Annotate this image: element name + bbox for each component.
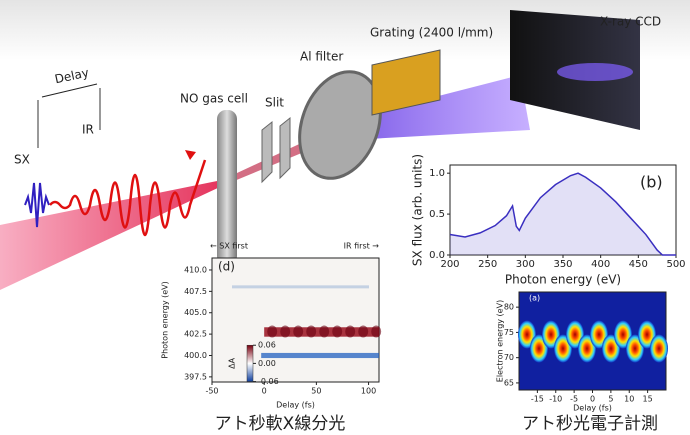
- caption: アト秒軟X線分光: [215, 414, 346, 434]
- delay-arrow: [41, 83, 98, 98]
- y-label: Photon energy (eV): [161, 281, 170, 359]
- line: [449, 172, 676, 256]
- signal: [650, 334, 668, 363]
- caption: アト秒光電子計測: [522, 414, 658, 434]
- label: Slit: [265, 96, 284, 110]
- y-tick-label: 0.5: [429, 209, 445, 220]
- y-tick-label: 1.0: [429, 168, 445, 179]
- panel-label: (b): [640, 173, 663, 192]
- colorbar-tick-label: -0.06: [258, 377, 279, 386]
- annotation: ← SX first: [210, 242, 248, 251]
- oscillation: [332, 325, 343, 338]
- panel-a: -15 -10 -5 0 5 10 15 65 70 75 80 (a) Delay (fs) Elect…: [496, 291, 668, 434]
- ccd-spot: [557, 63, 633, 81]
- label: Grating (2400 l/mm): [370, 26, 493, 40]
- colorbar-tick-label: 0.06: [258, 341, 276, 350]
- annotation: IR first →: [344, 242, 380, 251]
- y-tick-label: 397.5: [184, 372, 207, 381]
- y-label: SX flux (arb. units): [411, 154, 425, 266]
- x-tick-label: 5: [608, 395, 613, 404]
- label: Al filter: [300, 50, 343, 64]
- y-tick-label: 410.0: [184, 265, 207, 274]
- label: X-ray CCD: [600, 15, 661, 29]
- slit: [261, 120, 273, 184]
- x-tick-label: -15: [531, 395, 544, 404]
- oscillation: [293, 325, 304, 338]
- y-tick-label: 80: [504, 303, 514, 312]
- x-tick-label: 500: [666, 259, 685, 270]
- x-tick-label: 15: [643, 395, 653, 404]
- y-tick-label: 65: [504, 378, 514, 387]
- slit: [279, 116, 291, 180]
- arrow: [185, 150, 196, 160]
- x-tick-label: 300: [516, 259, 535, 270]
- oscillation: [319, 325, 330, 338]
- x-tick-label: 0: [262, 387, 267, 396]
- panel-label: (a): [529, 294, 540, 303]
- x-tick-label: 350: [553, 259, 572, 270]
- label: SX: [14, 153, 30, 167]
- colorbar-tick-label: 0.00: [258, 359, 276, 368]
- x-tick-label: 450: [629, 259, 648, 270]
- colorbar-label: ΔA: [228, 357, 237, 368]
- faint-band: [232, 285, 369, 289]
- panel-d: -50 0 50 100 397.5 400.0 402.5 405.0 407.5 410.0 0…: [161, 242, 382, 434]
- ir-beam: [0, 180, 222, 290]
- y-tick-label: 407.5: [184, 287, 207, 296]
- y-tick-label: 70: [504, 353, 514, 362]
- y-tick-label: 400.0: [184, 351, 207, 360]
- y-tick-label: 0.0: [429, 250, 445, 261]
- x-label: Delay (fs): [276, 401, 315, 410]
- x-label: Photon energy (eV): [505, 273, 621, 287]
- oscillation: [306, 325, 317, 338]
- absorption-band: [261, 352, 379, 359]
- colorbar: [246, 344, 254, 382]
- y-label: Electron energy (eV): [496, 300, 505, 382]
- oscillation: [267, 325, 278, 338]
- x-tick-label: -10: [549, 395, 562, 404]
- sx-pulse: [24, 182, 50, 228]
- x-tick-label: -5: [570, 395, 578, 404]
- x-tick-label: 0: [590, 395, 595, 404]
- area: [450, 173, 676, 255]
- label: Delay: [53, 66, 90, 87]
- sx-beam: [345, 75, 530, 140]
- x-tick-label: 50: [311, 387, 321, 396]
- plot-area: [211, 257, 380, 383]
- x-label: Delay (fs): [573, 404, 612, 413]
- grating: [371, 49, 441, 116]
- label: NO gas cell: [180, 92, 248, 106]
- x-tick-label: 400: [591, 259, 610, 270]
- oscillation: [345, 325, 356, 338]
- x-tick-label: 200: [440, 259, 459, 270]
- al-filter: [298, 70, 382, 180]
- panel-label: (d): [218, 260, 235, 274]
- y-tick-label: 402.5: [184, 330, 207, 339]
- oscillation: [358, 325, 369, 338]
- panel-b: 200 250 300 350 400 450 500 0.0 0.5 1.0 (b) Photon …: [411, 154, 686, 287]
- y-tick-label: 75: [504, 328, 514, 337]
- ir-pulse: [49, 159, 207, 237]
- x-tick-label: 100: [361, 387, 376, 396]
- oscillation: [371, 325, 382, 338]
- x-tick-label: -50: [205, 387, 218, 396]
- oscillation: [280, 325, 291, 338]
- y-tick-label: 405.0: [184, 308, 207, 317]
- label: IR: [82, 123, 94, 137]
- gas-cell: [217, 110, 237, 265]
- x-tick-label: 250: [478, 259, 497, 270]
- x-tick-label: 10: [624, 395, 634, 404]
